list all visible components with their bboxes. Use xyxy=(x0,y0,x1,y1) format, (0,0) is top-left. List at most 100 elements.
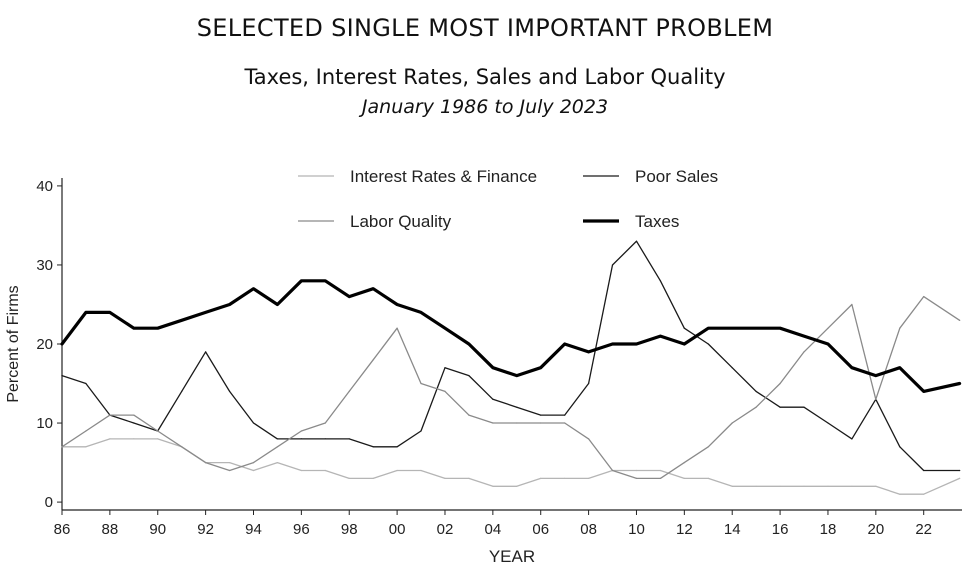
y-tick-label: 30 xyxy=(36,257,53,274)
data-point-poor-sales xyxy=(851,438,853,440)
data-point-labor-quality xyxy=(588,438,590,440)
x-tick-label: 10 xyxy=(628,521,645,538)
data-point-poor-sales xyxy=(276,438,278,440)
x-tick-label: 04 xyxy=(485,521,502,538)
data-point-labor-quality xyxy=(324,422,326,424)
data-point-labor-quality xyxy=(396,327,398,329)
data-point-poor-sales xyxy=(348,438,350,440)
x-tick-label: 22 xyxy=(915,521,932,538)
data-point-poor-sales xyxy=(468,375,470,377)
data-point-poor-sales xyxy=(779,406,781,408)
data-point-labor-quality xyxy=(707,446,709,448)
data-point-taxes xyxy=(276,303,278,306)
data-point-labor-quality xyxy=(420,382,422,385)
data-point-taxes xyxy=(300,280,302,282)
data-point-interest-rates-finance xyxy=(109,438,111,440)
data-point-poor-sales xyxy=(252,422,255,424)
data-point-poor-sales xyxy=(755,390,757,392)
data-point-taxes xyxy=(611,343,614,345)
data-point-labor-quality xyxy=(516,422,518,424)
data-point-taxes xyxy=(827,343,829,345)
data-point-interest-rates-finance xyxy=(252,469,255,472)
data-point-interest-rates-finance xyxy=(875,485,877,487)
data-point-poor-sales xyxy=(444,367,446,369)
data-point-poor-sales xyxy=(205,351,207,353)
data-point-interest-rates-finance xyxy=(157,438,159,440)
data-point-labor-quality xyxy=(61,446,63,448)
data-point-labor-quality xyxy=(300,430,302,432)
data-point-interest-rates-finance xyxy=(851,485,853,487)
data-point-taxes xyxy=(803,335,805,337)
data-point-labor-quality xyxy=(492,422,494,424)
data-point-interest-rates-finance xyxy=(923,493,925,495)
data-point-poor-sales xyxy=(959,469,961,472)
data-point-taxes xyxy=(516,375,518,377)
data-point-poor-sales xyxy=(300,438,302,440)
data-point-labor-quality xyxy=(133,414,135,416)
data-point-taxes xyxy=(61,343,63,345)
x-tick-label: 14 xyxy=(724,521,741,538)
data-point-labor-quality xyxy=(899,327,901,329)
x-tick-label: 18 xyxy=(820,521,837,538)
x-tick-label: 94 xyxy=(245,521,262,538)
data-point-labor-quality xyxy=(157,430,159,432)
chart-title: SELECTED SINGLE MOST IMPORTANT PROBLEM xyxy=(196,14,774,42)
data-point-interest-rates-finance xyxy=(420,469,422,472)
data-point-poor-sales xyxy=(516,406,518,408)
data-point-taxes xyxy=(707,327,709,329)
x-tick-label: 92 xyxy=(197,521,214,538)
data-point-taxes xyxy=(564,343,566,345)
data-point-interest-rates-finance xyxy=(492,485,494,487)
data-point-interest-rates-finance xyxy=(229,462,231,464)
data-point-poor-sales xyxy=(85,382,87,385)
x-tick-label: 02 xyxy=(437,521,454,538)
data-point-interest-rates-finance xyxy=(827,485,829,487)
data-point-interest-rates-finance xyxy=(133,438,135,440)
data-point-labor-quality xyxy=(372,359,374,361)
data-point-taxes xyxy=(348,296,350,298)
data-point-taxes xyxy=(851,367,853,369)
data-point-labor-quality xyxy=(229,469,231,472)
data-point-interest-rates-finance xyxy=(396,469,398,472)
data-point-poor-sales xyxy=(133,422,135,424)
data-point-labor-quality xyxy=(540,422,542,424)
data-point-poor-sales xyxy=(540,414,542,416)
data-point-taxes xyxy=(85,311,87,313)
data-point-taxes xyxy=(229,303,231,306)
x-tick-label: 00 xyxy=(389,521,406,538)
data-point-labor-quality xyxy=(851,303,853,306)
x-tick-label: 12 xyxy=(676,521,693,538)
data-point-interest-rates-finance xyxy=(444,477,446,479)
x-tick-label: 06 xyxy=(532,521,549,538)
legend-label: Labor Quality xyxy=(350,212,452,231)
data-point-interest-rates-finance xyxy=(85,446,87,448)
data-point-taxes xyxy=(372,288,374,290)
data-point-taxes xyxy=(779,327,781,329)
data-point-poor-sales xyxy=(324,438,326,440)
data-point-taxes xyxy=(492,367,494,369)
data-point-poor-sales xyxy=(683,327,685,329)
data-point-labor-quality xyxy=(731,422,733,424)
data-point-taxes xyxy=(396,303,398,306)
data-point-interest-rates-finance xyxy=(779,485,781,487)
data-point-taxes xyxy=(540,367,542,369)
data-point-labor-quality xyxy=(779,382,781,385)
data-point-labor-quality xyxy=(444,390,446,392)
data-point-taxes xyxy=(420,311,422,313)
data-point-interest-rates-finance xyxy=(731,485,733,487)
legend-label: Poor Sales xyxy=(635,167,718,186)
data-point-taxes xyxy=(324,280,326,282)
data-point-labor-quality xyxy=(348,390,350,392)
data-point-taxes xyxy=(444,327,446,329)
data-point-labor-quality xyxy=(827,327,829,329)
data-point-taxes xyxy=(181,319,183,321)
data-point-taxes xyxy=(959,382,961,385)
x-tick-label: 86 xyxy=(54,521,71,538)
data-point-interest-rates-finance xyxy=(372,477,374,479)
x-tick-label: 16 xyxy=(772,521,789,538)
data-point-interest-rates-finance xyxy=(635,469,638,472)
data-point-poor-sales xyxy=(707,343,709,345)
data-point-labor-quality xyxy=(683,462,685,464)
data-point-labor-quality xyxy=(875,398,877,400)
data-point-taxes xyxy=(133,327,135,329)
